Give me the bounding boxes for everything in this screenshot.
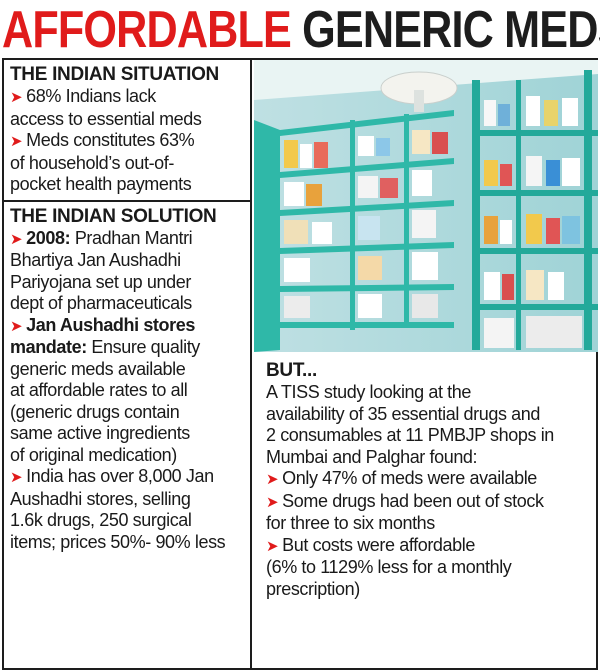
arrow-bullet-icon: ➤ — [266, 471, 279, 488]
but-bullet-1: ➤ Only 47% of meds were available — [266, 468, 537, 488]
but-title: BUT... — [266, 360, 317, 381]
section-divider — [4, 199, 250, 202]
but-bullet-3: ➤ But costs were affordable (6% to 1129% … — [266, 534, 512, 599]
solution-title: THE INDIAN SOLUTION — [10, 205, 217, 227]
but-intro: A TISS study looking at the availability… — [266, 382, 554, 467]
solution-bullet-1: ➤ 2008: Pradhan Mantri Bhartiya Jan Ausha… — [10, 227, 193, 314]
headline-affordable: AFFORDABLE — [2, 1, 292, 59]
pharmacy-shelves-photo — [254, 60, 598, 352]
solution-bullet-3: ➤ India has over 8,000 Jan Aushadhi store… — [10, 466, 226, 552]
headline: AFFORDABLE GENERIC MEDS — [2, 1, 600, 59]
arrow-bullet-icon: ➤ — [10, 133, 23, 150]
situation-bullet-1: ➤ 68% Indians lack access to essential me… — [10, 86, 202, 129]
pharmacy-shelves-image — [254, 60, 598, 352]
left-column: THE INDIAN SITUATION ➤ 68% Indians lack a… — [4, 60, 252, 668]
right-text-block: BUT... A TISS study looking at the avail… — [266, 360, 596, 600]
situation-bullet-2: ➤ Meds constitutes 63% of household’s out… — [10, 130, 195, 194]
but-bullet-2: ➤ Some drugs had been out of stock for th… — [266, 490, 544, 534]
arrow-bullet-icon: ➤ — [266, 537, 279, 555]
arrow-bullet-icon: ➤ — [10, 89, 23, 106]
solution-bullet-2: ➤ Jan Aushadhi stores mandate: Ensure qua… — [10, 314, 200, 465]
arrow-bullet-icon: ➤ — [10, 317, 23, 335]
headline-generic-meds: GENERIC MEDS — [302, 1, 600, 59]
situation-title: THE INDIAN SITUATION — [10, 64, 219, 85]
infographic-frame: THE INDIAN SITUATION ➤ 68% Indians lack a… — [2, 58, 598, 670]
arrow-bullet-icon: ➤ — [10, 230, 23, 248]
arrow-bullet-icon: ➤ — [10, 469, 23, 486]
arrow-bullet-icon: ➤ — [266, 493, 279, 511]
